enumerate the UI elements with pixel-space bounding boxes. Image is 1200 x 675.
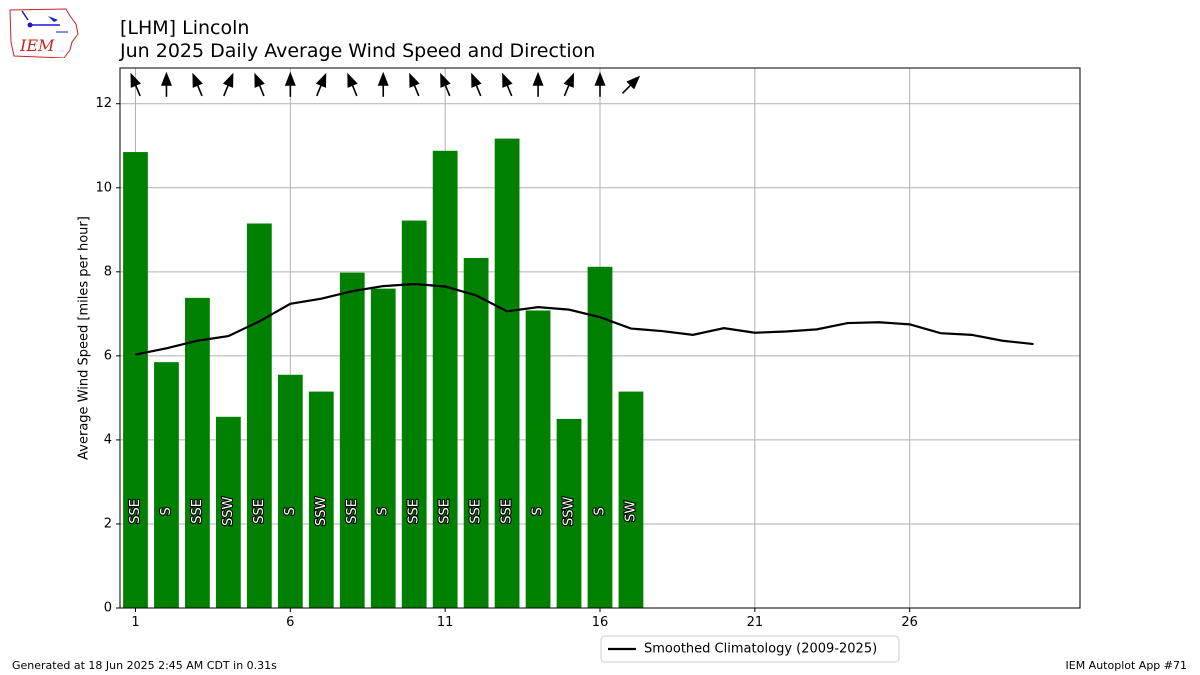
- legend-label: Smoothed Climatology (2009-2025): [644, 642, 877, 657]
- chart-title: [LHM] Lincoln Jun 2025 Daily Average Win…: [120, 17, 595, 63]
- x-tick-label: 21: [747, 615, 764, 630]
- climatology-line: [135, 282, 1034, 356]
- y-tick-label: 8: [104, 264, 112, 279]
- direction-label: SSE: [252, 499, 267, 524]
- bar: [216, 416, 241, 608]
- direction-label: S: [593, 507, 608, 515]
- bar: [277, 374, 303, 608]
- wind-arrow: [160, 71, 172, 97]
- bar: [494, 138, 520, 608]
- wind-arrow: [440, 72, 451, 97]
- iem-logo: IEM: [8, 6, 80, 59]
- direction-label: S: [531, 507, 546, 515]
- wind-arrow: [192, 72, 203, 97]
- iowa-map-logo: IEM: [9, 8, 79, 59]
- direction-label: SSE: [190, 499, 205, 524]
- direction-label: SSE: [345, 499, 360, 524]
- direction-label: SSW: [314, 497, 329, 527]
- bar: [339, 272, 365, 608]
- bar: [185, 297, 210, 608]
- bar: [154, 362, 179, 608]
- x-tick-label: 16: [592, 615, 609, 630]
- wind-arrow: [621, 75, 641, 94]
- direction-label: SSE: [469, 499, 484, 524]
- direction-label: SSW: [562, 497, 577, 527]
- wind-arrow: [594, 71, 606, 97]
- wind-arrow: [377, 71, 389, 97]
- bar: [123, 152, 148, 608]
- y-tick-label: 10: [95, 180, 112, 195]
- bar: [556, 418, 582, 608]
- bar: [308, 391, 334, 608]
- direction-label: S: [376, 507, 391, 515]
- wind-arrow: [347, 72, 358, 97]
- wind-arrow: [409, 72, 420, 97]
- direction-label: S: [283, 507, 298, 515]
- legend-box: [600, 635, 900, 663]
- bar: [587, 266, 613, 608]
- direction-label: SSW: [221, 497, 236, 527]
- x-tick-label: 6: [286, 615, 294, 630]
- app-label: IEM Autoplot App #71: [1065, 659, 1188, 672]
- y-tick-label: 6: [104, 348, 112, 363]
- x-tick-label: 26: [901, 615, 918, 630]
- x-tick-label: 1: [131, 615, 139, 630]
- wind-arrow: [532, 71, 544, 97]
- wind-arrow: [254, 72, 265, 97]
- direction-label: SSE: [438, 499, 453, 524]
- title-line-2: Jun 2025 Daily Average Wind Speed and Di…: [120, 40, 596, 62]
- y-tick-label: 12: [95, 96, 112, 111]
- direction-label: SW: [623, 501, 638, 522]
- y-tick-label: 0: [104, 601, 112, 616]
- bar: [463, 257, 489, 608]
- wind-arrow: [222, 72, 234, 97]
- direction-label: SSE: [500, 499, 515, 524]
- y-tick-label: 2: [104, 516, 112, 531]
- wind-arrow: [130, 72, 141, 97]
- logo-text: IEM: [19, 36, 55, 55]
- wind-arrow: [471, 72, 482, 97]
- wind-arrow: [284, 71, 296, 97]
- y-tick-label: 4: [104, 432, 112, 447]
- bar: [618, 391, 644, 608]
- direction-label: SSE: [407, 499, 422, 524]
- direction-label: SSE: [128, 499, 143, 524]
- bar: [401, 220, 427, 609]
- y-axis-label: Average Wind Speed [miles per hour]: [77, 216, 92, 460]
- title-line-1: [LHM] Lincoln: [120, 17, 250, 39]
- direction-label: S: [159, 507, 174, 515]
- wind-arrow: [502, 72, 513, 97]
- generated-note: Generated at 18 Jun 2025 2:45 AM CDT in …: [12, 659, 277, 672]
- x-tick-label: 11: [437, 615, 454, 630]
- wind-arrow: [563, 72, 575, 97]
- wind-arrow: [315, 72, 327, 97]
- bar: [525, 310, 551, 608]
- bar: [246, 223, 272, 608]
- bar: [432, 150, 458, 608]
- bar: [370, 288, 396, 608]
